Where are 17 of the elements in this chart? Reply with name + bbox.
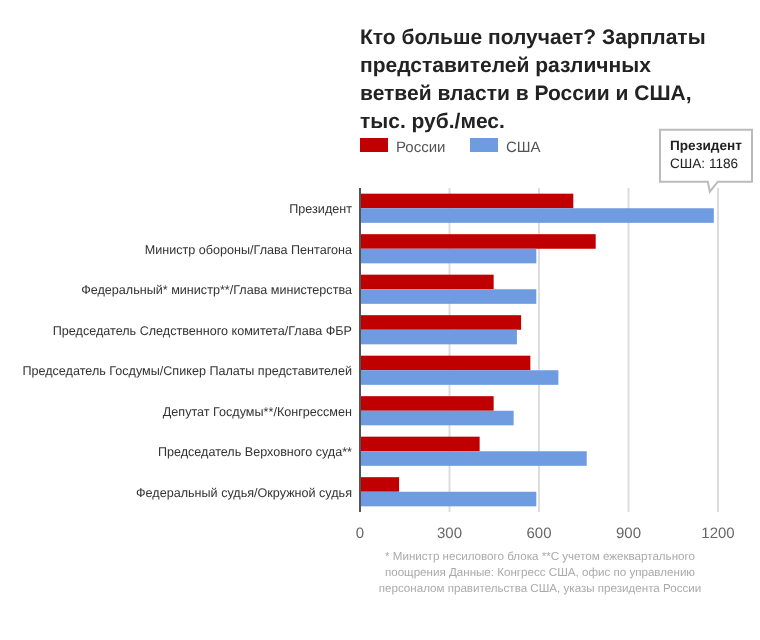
bar <box>360 315 522 330</box>
bar <box>360 410 514 426</box>
bar <box>360 491 537 507</box>
bar <box>360 193 574 209</box>
bar <box>360 234 596 249</box>
bar <box>360 289 537 304</box>
bar <box>360 248 537 264</box>
bar <box>360 396 494 411</box>
bar <box>360 436 480 452</box>
bar <box>360 370 559 385</box>
bar <box>360 208 714 223</box>
bar <box>360 477 400 492</box>
bar <box>360 355 531 371</box>
chart-title: Кто больше получает? Зарплаты представителей различных ветвей власти в России и США, тыс. руб./мес. <box>360 26 706 134</box>
bar <box>360 329 517 345</box>
bar <box>360 451 587 466</box>
bar <box>360 274 494 290</box>
